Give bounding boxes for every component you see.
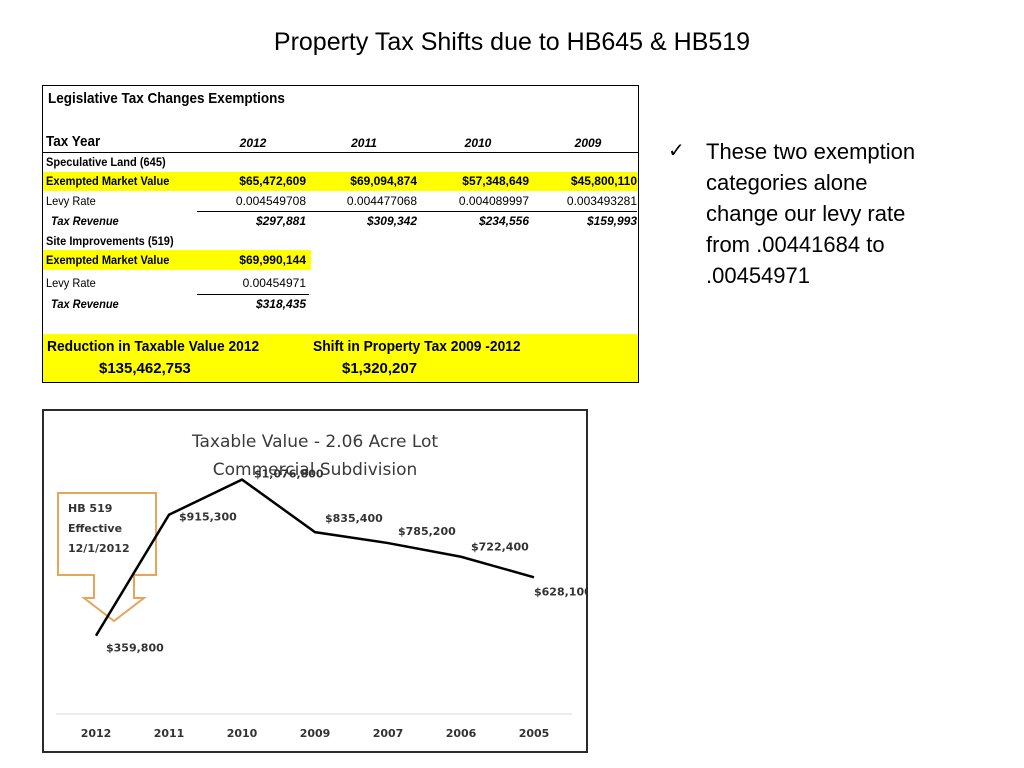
table-cell: $57,348,649: [462, 174, 529, 188]
speculative-section-label: Speculative Land (645): [46, 155, 166, 169]
x-tick-label: 2011: [154, 727, 185, 740]
table-heading: Legislative Tax Changes Exemptions: [48, 90, 285, 107]
chart-subtitle: Commercial Subdivision: [213, 460, 418, 480]
table-cell: $297,881: [255, 214, 306, 228]
row-label: Exempted Market Value: [46, 174, 170, 188]
check-icon: ✓: [668, 140, 685, 162]
tax-changes-table: Legislative Tax Changes Exemptions Tax Y…: [42, 85, 639, 383]
taxable-value-chart: Taxable Value - 2.06 Acre Lot Commercial…: [42, 409, 588, 753]
bullet-text: These two exemption categories alone cha…: [706, 136, 968, 291]
table-cell: $159,993: [586, 214, 637, 228]
table-cell: $69,094,874: [350, 174, 417, 188]
row-label: Levy Rate: [46, 276, 96, 290]
revenue-rule: [197, 294, 309, 295]
slide-title: Property Tax Shifts due to HB645 & HB519: [273, 28, 751, 56]
callout-line: Effective: [68, 522, 122, 535]
row-label: Exempted Market Value: [46, 253, 170, 267]
bullet-line: change our levy rate: [706, 201, 906, 226]
reduction-value: $135,462,753: [99, 360, 191, 377]
x-tick-label: 2006: [446, 727, 477, 740]
shift-value: $1,320,207: [342, 360, 418, 377]
hb519-callout: HB 519 Effective 12/1/2012: [57, 492, 157, 623]
table-cell: 0.00454971: [242, 276, 306, 290]
year-header: 2009: [574, 136, 602, 150]
table-cell: $45,800,110: [570, 174, 637, 188]
reduction-label: Reduction in Taxable Value 2012: [47, 338, 260, 355]
speculative-market-row: Exempted Market Value $65,472,609 $69,09…: [43, 172, 638, 191]
table-cell: $65,472,609: [239, 174, 306, 188]
data-labels: $359,800 $915,300 $1,076,800 $835,400 $785,2…: [106, 468, 586, 655]
table-cell: $309,342: [366, 214, 417, 228]
series-line: [94, 478, 535, 637]
bullet-line: from .00441684 to: [706, 232, 885, 257]
year-header: 2011: [351, 136, 377, 150]
x-tick-labels: 2012 2011 2010 2009 2007 2006 2005: [81, 727, 550, 740]
tax-year-label: Tax Year: [46, 133, 101, 150]
table-cell: $234,556: [478, 214, 529, 228]
table-cell: 0.004549708: [235, 194, 306, 208]
x-tick-label: 2012: [81, 727, 112, 740]
bullet-line: categories alone: [706, 170, 868, 195]
data-label: $835,400: [325, 512, 383, 525]
callout-line: HB 519: [68, 502, 112, 515]
table-cell: $318,435: [255, 297, 306, 311]
data-label: $359,800: [106, 642, 164, 655]
data-label: $785,200: [398, 525, 456, 538]
data-label: $628,100: [534, 585, 586, 598]
row-label: Tax Revenue: [51, 214, 119, 228]
summary-band: Reduction in Taxable Value 2012 $135,462…: [43, 334, 638, 382]
data-label: $915,300: [179, 511, 237, 524]
site-section-label: Site Improvements (519): [46, 234, 174, 248]
data-label: $1,076,800: [254, 468, 324, 481]
bullet-line: .00454971: [706, 263, 810, 288]
x-tick-label: 2009: [300, 727, 331, 740]
x-tick-label: 2007: [373, 727, 404, 740]
table-cell: 0.004477068: [346, 194, 417, 208]
year-header: 2012: [239, 136, 267, 150]
x-tick-label: 2005: [519, 727, 550, 740]
year-header: 2010: [464, 136, 492, 150]
site-market-row: Exempted Market Value $69,990,144: [43, 250, 311, 270]
row-label: Tax Revenue: [51, 297, 119, 311]
x-tick-label: 2010: [227, 727, 258, 740]
bullet-line: These two exemption: [706, 139, 916, 164]
data-label: $722,400: [471, 541, 529, 554]
table-cell: 0.003493281: [566, 194, 637, 208]
table-cell: $69,990,144: [239, 253, 306, 267]
callout-arrow-shape: [57, 492, 157, 623]
header-rule: [43, 152, 638, 153]
value-series: [94, 478, 535, 637]
chart-title: Taxable Value - 2.06 Acre Lot: [191, 432, 438, 452]
callout-line: 12/1/2012: [68, 542, 130, 555]
chart-canvas: Taxable Value - 2.06 Acre Lot Commercial…: [56, 432, 586, 740]
table-cell: 0.004089997: [458, 194, 529, 208]
revenue-rule: [197, 211, 637, 212]
shift-label: Shift in Property Tax 2009 -2012: [313, 338, 521, 355]
row-label: Levy Rate: [46, 194, 96, 208]
